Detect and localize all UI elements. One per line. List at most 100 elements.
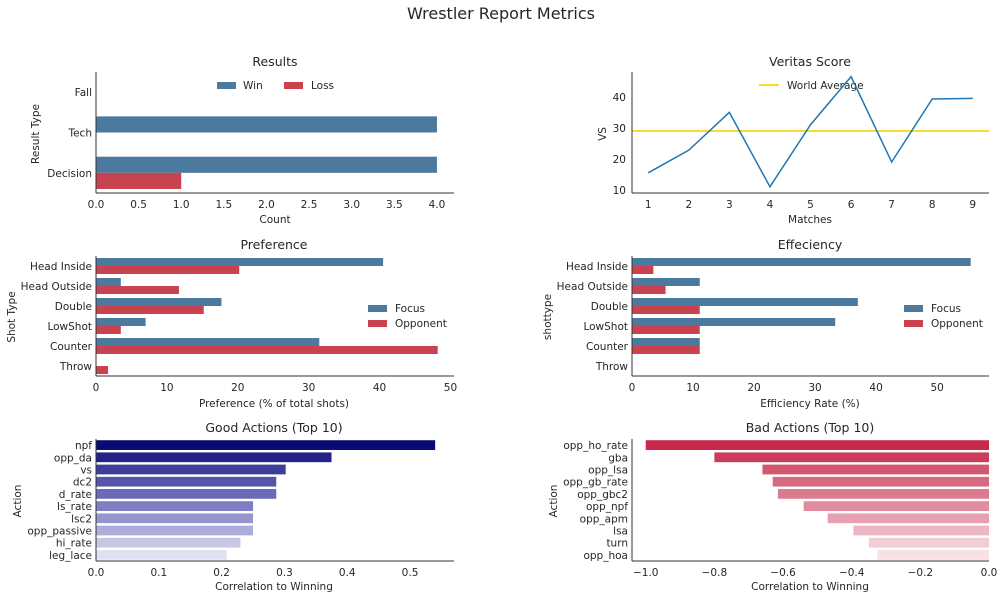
efficiency-y-tick-label: LowShot xyxy=(583,321,628,333)
bad-actions-y-tick-label: opp_hoa xyxy=(583,550,628,562)
good-actions-bar-dc2 xyxy=(96,477,276,487)
veritas-y-tick-label: 20 xyxy=(613,154,626,166)
efficiency-title: Effeciency xyxy=(778,237,843,252)
efficiency-bar-focus-double xyxy=(632,298,858,306)
preference-bar-opponent-head-outside xyxy=(96,286,179,294)
preference-bar-focus-head-inside xyxy=(96,258,383,266)
efficiency-bar-focus-head-inside xyxy=(632,258,971,266)
legend-swatch-loss xyxy=(284,82,303,89)
results-xlabel: Count xyxy=(259,214,290,226)
preference-bar-opponent-double xyxy=(96,306,204,314)
good-actions-x-tick-label: 0.5 xyxy=(402,567,419,579)
bad-actions-bar-opp-lsa xyxy=(762,465,989,475)
preference-bar-opponent-lowshot xyxy=(96,326,121,334)
bad-actions-title: Bad Actions (Top 10) xyxy=(746,420,875,435)
veritas-x-tick-label: 1 xyxy=(645,199,652,211)
bad-actions-y-tick-label: turn xyxy=(606,538,628,550)
bad-actions-y-tick-label: gba xyxy=(608,452,628,464)
veritas-ylabel: VS xyxy=(597,127,609,141)
bad-actions-bar-turn xyxy=(869,538,989,548)
bad-actions-bar-opp-ho-rate xyxy=(646,440,989,450)
bad-actions-bar-opp-apm xyxy=(828,513,989,523)
preference-bar-opponent-counter xyxy=(96,346,438,354)
good-actions-x-tick-label: 0.4 xyxy=(339,567,356,579)
bad-actions-y-tick-label: opp_ho_rate xyxy=(563,440,628,452)
preference-y-tick-label: Head Outside xyxy=(21,281,92,293)
good-actions-x-tick-label: 0.2 xyxy=(213,567,230,579)
preference-x-tick-label: 50 xyxy=(444,382,457,394)
preference-x-tick-label: 30 xyxy=(302,382,315,394)
results-x-tick-label: 1.0 xyxy=(173,199,190,211)
efficiency-bar-opponent-counter xyxy=(632,346,700,354)
good-actions-xlabel: Correlation to Winning xyxy=(215,581,333,593)
bad-actions-y-tick-label: opp_npf xyxy=(586,501,628,513)
veritas-y-tick-label: 10 xyxy=(613,185,626,197)
legend-label-opponent: Opponent xyxy=(931,318,983,330)
efficiency-x-tick-label: 10 xyxy=(686,382,699,394)
results-y-tick-label: Tech xyxy=(67,128,92,140)
preference-x-tick-label: 0 xyxy=(93,382,100,394)
bad-actions-y-tick-label: opp_apm xyxy=(580,513,628,525)
efficiency-x-tick-label: 50 xyxy=(930,382,943,394)
efficiency-x-tick-label: 40 xyxy=(869,382,882,394)
good-actions-bar-lsc2 xyxy=(96,513,253,523)
efficiency-legend: Focus Opponent xyxy=(904,303,983,330)
results-bar-win-decision xyxy=(96,157,437,173)
efficiency-bar-opponent-head-inside xyxy=(632,266,653,274)
bad-actions-x-tick-label: −0.4 xyxy=(839,567,865,579)
legend-swatch-opponent xyxy=(904,320,923,327)
preference-y-tick-label: Head Inside xyxy=(30,261,92,273)
results-bar-loss-decision xyxy=(96,173,181,189)
bad-actions-x-tick-label: 0.0 xyxy=(981,567,998,579)
preference-bar-focus-head-outside xyxy=(96,278,121,286)
legend-label-focus: Focus xyxy=(395,303,425,315)
bad-actions-y-tick-label: lsa xyxy=(613,526,628,538)
bad-actions-x-tick-label: −0.6 xyxy=(770,567,796,579)
preference-title: Preference xyxy=(240,237,307,252)
good-actions-x-tick-label: 0.1 xyxy=(150,567,167,579)
preference-x-tick-label: 10 xyxy=(160,382,173,394)
bad-actions-bar-gba xyxy=(714,452,989,462)
efficiency-y-tick-label: Throw xyxy=(595,361,629,373)
preference-ylabel: Shot Type xyxy=(6,291,18,342)
results-x-tick-label: 3.5 xyxy=(386,199,403,211)
legend-label-focus: Focus xyxy=(931,303,961,315)
good-actions-bar-vs xyxy=(96,465,286,475)
good-actions-y-tick-label: opp_da xyxy=(54,452,92,464)
suptitle: Wrestler Report Metrics xyxy=(407,4,595,23)
veritas-x-tick-label: 5 xyxy=(807,199,814,211)
veritas-x-tick-label: 3 xyxy=(726,199,733,211)
preference-y-tick-label: LowShot xyxy=(47,321,92,333)
preference-bar-focus-double xyxy=(96,298,221,306)
efficiency-x-tick-label: 0 xyxy=(629,382,636,394)
good-actions-bar-npf xyxy=(96,440,435,450)
efficiency-bar-opponent-head-outside xyxy=(632,286,666,294)
efficiency-bar-opponent-lowshot xyxy=(632,326,700,334)
good-actions-y-tick-label: leg_lace xyxy=(49,550,92,562)
efficiency-x-tick-label: 30 xyxy=(808,382,821,394)
good-actions-y-tick-label: vs xyxy=(80,465,92,477)
results-x-tick-label: 4.0 xyxy=(429,199,446,211)
efficiency-y-tick-label: Head Outside xyxy=(557,281,628,293)
veritas-x-tick-label: 2 xyxy=(685,199,692,211)
good-actions-ylabel: Action xyxy=(12,485,24,518)
good-actions-bar-opp-da xyxy=(96,452,332,462)
efficiency-bar-focus-lowshot xyxy=(632,318,835,326)
good-actions-x-tick-label: 0.3 xyxy=(276,567,293,579)
good-actions-bar-ls-rate xyxy=(96,501,253,511)
veritas-x-tick-label: 7 xyxy=(888,199,895,211)
bad-actions-bar-opp-npf xyxy=(804,501,989,511)
bad-actions-ylabel: Action xyxy=(548,485,560,518)
results-x-tick-label: 0.5 xyxy=(130,199,147,211)
preference-xlabel: Preference (% of total shots) xyxy=(199,398,349,410)
efficiency-y-tick-label: Counter xyxy=(586,341,629,353)
chart-marks: Fall Tech Decision 0.0 0.5 1.0 1.5 2.0 2.5 3.0 3.5… xyxy=(21,72,998,579)
results-bar-win-tech xyxy=(96,116,437,132)
preference-y-tick-label: Double xyxy=(55,301,92,313)
bad-actions-xlabel: Correlation to Winning xyxy=(751,581,869,593)
efficiency-bar-focus-counter xyxy=(632,338,700,346)
legend-label-loss: Loss xyxy=(311,80,334,92)
results-ylabel: Result Type xyxy=(30,104,42,164)
legend-swatch-focus xyxy=(368,305,387,312)
good-actions-y-tick-label: hi_rate xyxy=(56,538,92,550)
